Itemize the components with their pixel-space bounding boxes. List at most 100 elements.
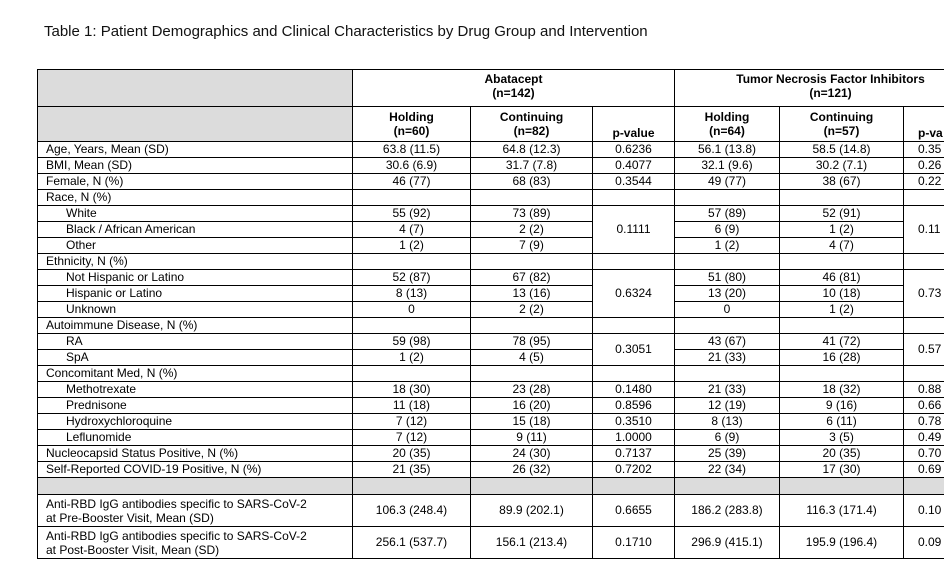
header-corner <box>37 69 353 107</box>
row-label: Unknown <box>37 301 353 318</box>
table-row: Self-Reported COVID-19 Positive, N (%) 21… <box>37 461 944 478</box>
data-cell: 1.0000 <box>592 429 675 446</box>
data-cell: 9 (11) <box>470 429 593 446</box>
data-cell: 46 (77) <box>352 173 471 190</box>
data-cell: 18 (30) <box>352 381 471 398</box>
row-label: Other <box>37 237 353 254</box>
data-cell: 2 (2) <box>470 301 593 318</box>
table-container: Abatacept (n=142) Tumor Necrosis Factor In… <box>37 69 944 569</box>
data-cell: 30.2 (7.1) <box>779 157 904 174</box>
data-cell: 116.3 (171.4) <box>779 494 904 527</box>
data-cell: 0.4077 <box>592 157 675 174</box>
data-cell: 67 (82) <box>470 269 593 286</box>
data-cell: 21 (35) <box>352 461 471 478</box>
data-cell: 0.10 <box>902 494 944 527</box>
data-cell: 0.78 <box>902 413 944 430</box>
data-cell: 7 (12) <box>352 413 471 430</box>
empty-cell <box>470 317 593 334</box>
row-label: Anti-RBD IgG antibodies specific to SARS… <box>37 494 353 527</box>
empty-cell <box>902 317 944 334</box>
data-cell: 24 (30) <box>470 445 593 462</box>
data-cell: 23 (28) <box>470 381 593 398</box>
row-label: BMI, Mean (SD) <box>37 157 353 174</box>
data-cell: 46 (81) <box>779 269 904 286</box>
table-row: Other 1 (2) 7 (9) 1 (2) 4 (7) <box>37 237 944 254</box>
separator-cell <box>902 477 944 495</box>
data-cell: 0.8596 <box>592 397 675 414</box>
row-label: Prednisone <box>37 397 353 414</box>
row-label: Leflunomide <box>37 429 353 446</box>
empty-cell <box>592 253 675 270</box>
data-cell: 22 (34) <box>674 461 780 478</box>
empty-cell <box>779 365 904 382</box>
data-cell: 6 (11) <box>779 413 904 430</box>
empty-cell <box>470 253 593 270</box>
p-value-cell: 0.1111 <box>592 205 675 254</box>
table-row: Anti-RBD IgG antibodies specific to SARS… <box>37 494 944 527</box>
cell-line: Holding <box>389 110 434 124</box>
data-cell: 8 (13) <box>352 285 471 302</box>
p-value-cell: 0.3051 <box>592 333 675 366</box>
data-cell: 0.7137 <box>592 445 675 462</box>
empty-cell <box>592 189 675 206</box>
data-cell: 0.09 <box>902 526 944 559</box>
data-cell: 156.1 (213.4) <box>470 526 593 559</box>
data-cell: 16 (20) <box>470 397 593 414</box>
cell-line: (n=82) <box>513 124 550 138</box>
table-row: BMI, Mean (SD) 30.6 (6.9) 31.7 (7.8) 0.4077… <box>37 157 944 174</box>
data-cell: 31.7 (7.8) <box>470 157 593 174</box>
data-cell: 0.1710 <box>592 526 675 559</box>
row-label: SpA <box>37 349 353 366</box>
row-label: Nucleocapsid Status Positive, N (%) <box>37 445 353 462</box>
row-label: Black / African American <box>37 221 353 238</box>
data-cell: 51 (80) <box>674 269 780 286</box>
column-header: p-va <box>902 106 944 142</box>
row-label: Self-Reported COVID-19 Positive, N (%) <box>37 461 353 478</box>
table-row: Holding (n=60) Continuing (n=82) p-value Hold… <box>37 106 944 142</box>
header-corner <box>37 106 353 142</box>
data-cell: 4 (7) <box>779 237 904 254</box>
data-cell: 1 (2) <box>779 221 904 238</box>
row-label: Age, Years, Mean (SD) <box>37 141 353 158</box>
empty-cell <box>352 189 471 206</box>
empty-cell <box>470 365 593 382</box>
table: Abatacept (n=142) Tumor Necrosis Factor In… <box>37 69 944 559</box>
cell-line: p-va <box>918 126 943 140</box>
group-header: Tumor Necrosis Factor Inhibitors (n=121) <box>673 69 944 107</box>
empty-cell <box>674 317 780 334</box>
separator-cell <box>37 477 353 495</box>
table-row: Concomitant Med, N (%) <box>37 365 944 382</box>
data-cell: 59 (98) <box>352 333 471 350</box>
separator-cell <box>592 477 675 495</box>
data-cell: 16 (28) <box>779 349 904 366</box>
column-header: Continuing (n=82) <box>470 106 593 142</box>
data-cell: 0.1480 <box>592 381 675 398</box>
empty-cell <box>902 253 944 270</box>
data-cell: 0.6236 <box>592 141 675 158</box>
table-row: Prednisone 11 (18) 16 (20) 0.8596 12 (19) 9 (… <box>37 397 944 414</box>
data-cell: 30.6 (6.9) <box>352 157 471 174</box>
empty-cell <box>902 189 944 206</box>
cell-line: Abatacept <box>484 72 543 86</box>
table-row: SpA 1 (2) 4 (5) 21 (33) 16 (28) <box>37 349 944 366</box>
cell-line: (n=60) <box>393 124 430 138</box>
section-label: Concomitant Med, N (%) <box>37 365 353 382</box>
data-cell: 32.1 (9.6) <box>674 157 780 174</box>
data-cell: 89.9 (202.1) <box>470 494 593 527</box>
table-row <box>37 477 944 495</box>
column-header: Continuing (n=57) <box>779 106 904 142</box>
data-cell: 7 (9) <box>470 237 593 254</box>
data-cell: 78 (95) <box>470 333 593 350</box>
data-cell: 1 (2) <box>352 349 471 366</box>
empty-cell <box>592 365 675 382</box>
table-row: Nucleocapsid Status Positive, N (%) 20 (3… <box>37 445 944 462</box>
data-cell: 26 (32) <box>470 461 593 478</box>
table-title: Table 1: Patient Demographics and Clinic… <box>44 23 648 40</box>
empty-cell <box>779 317 904 334</box>
cell-line: (n=121) <box>809 86 852 100</box>
cell-line: at Pre-Booster Visit, Mean (SD) <box>46 510 214 525</box>
data-cell: 0.35 <box>902 141 944 158</box>
data-cell: 0.22 <box>902 173 944 190</box>
data-cell: 0.3544 <box>592 173 675 190</box>
table-row: RA 59 (98) 78 (95) 0.3051 43 (67) 41 (72) 0.57 <box>37 333 944 366</box>
